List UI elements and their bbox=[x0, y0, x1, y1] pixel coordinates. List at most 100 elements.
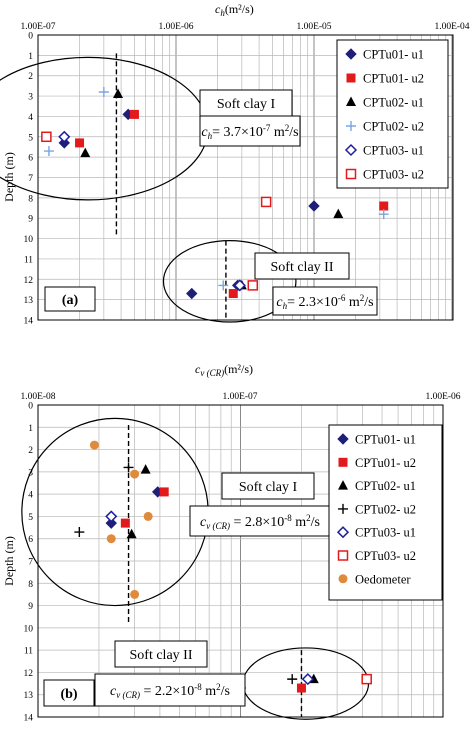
data-point-cptu01-u1 bbox=[308, 200, 320, 212]
x-tick-label: 1.00E-06 bbox=[425, 392, 460, 402]
panel-label-a: (a) bbox=[62, 293, 79, 308]
legend-b: CPTu01- u1 CPTu01- u2 CPTu02- u1 CPTu02- u2… bbox=[328, 424, 443, 601]
x-axis-title-a: ch(m²/s) bbox=[215, 2, 254, 18]
data-point-cptu03-u2 bbox=[260, 196, 272, 208]
y-axis-title-a: Depth (m) bbox=[2, 152, 16, 202]
annotation-box bbox=[254, 252, 350, 280]
y-tick-label: 2 bbox=[28, 72, 33, 82]
annotation-soft-clay-1: Soft clay I bbox=[217, 97, 276, 112]
y-tick-label: 10 bbox=[24, 235, 34, 245]
y-tick-label: 4 bbox=[28, 491, 33, 501]
annotation-box bbox=[221, 472, 315, 500]
y-tick-label: 8 bbox=[28, 194, 33, 204]
annotation-soft-clay-2: Soft clay II bbox=[271, 260, 334, 275]
y-tick-label: 1 bbox=[28, 424, 33, 434]
y-tick-label: 13 bbox=[24, 296, 34, 306]
data-point-cptu01-u1 bbox=[186, 287, 198, 300]
legend-label: CPTu03- u1 bbox=[355, 526, 416, 540]
legend-marker bbox=[345, 48, 357, 60]
data-point-cptu02-u2 bbox=[218, 280, 229, 291]
data-point-cptu02-u1 bbox=[126, 528, 137, 539]
y-tick-label: 12 bbox=[24, 276, 34, 286]
legend-frame bbox=[336, 39, 449, 189]
x-axis-title-b: cv (CR)(m²/s) bbox=[195, 362, 253, 378]
y-tick-label: 13 bbox=[24, 691, 34, 701]
annotation-box bbox=[199, 89, 293, 117]
data-point-cptu02-u2 bbox=[287, 674, 298, 685]
data-point-oedometer bbox=[130, 469, 140, 479]
data-point-cptu01-u1 bbox=[105, 517, 117, 529]
annotation-formula: ch= 3.7×10-7 m2/s bbox=[201, 123, 298, 141]
legend-label: CPTu01- u2 bbox=[355, 456, 416, 470]
y-tick-label: 8 bbox=[28, 580, 33, 590]
legend-label: CPTu01- u2 bbox=[363, 72, 424, 86]
data-point-cptu01-u2 bbox=[75, 138, 85, 148]
x-tick-labels-a: 1.00E-07 1.00E-06 1.00E-05 1.00E-04 bbox=[20, 22, 469, 32]
y-axis-title-b: Depth (m) bbox=[2, 536, 16, 586]
data-point-cptu02-u2 bbox=[123, 462, 134, 473]
y-tick-label: 2 bbox=[28, 446, 33, 456]
legend-label: CPTu02- u1 bbox=[355, 479, 416, 493]
data-point-cptu03-u1 bbox=[233, 279, 246, 292]
legend-marker bbox=[338, 457, 348, 467]
data-point-cptu01-u2 bbox=[159, 487, 169, 497]
annotation-box bbox=[114, 640, 208, 668]
data-point-oedometer bbox=[130, 589, 140, 599]
x-tick-label: 1.00E-08 bbox=[20, 392, 55, 402]
y-tick-label: 0 bbox=[28, 32, 33, 42]
legend-marker bbox=[345, 168, 357, 180]
data-point-cptu02-u1 bbox=[113, 88, 124, 99]
highlight-ellipse bbox=[21, 417, 209, 607]
y-tick-label: 9 bbox=[28, 602, 33, 612]
legend-marker bbox=[337, 433, 349, 445]
annotation-formula: ch= 2.3×10-6 m2/s bbox=[276, 293, 373, 311]
x-tick-label: 1.00E-07 bbox=[20, 22, 55, 32]
annotation-box bbox=[272, 286, 378, 316]
data-points-a bbox=[41, 87, 389, 300]
highlight-ellipse bbox=[162, 240, 297, 323]
data-point-cptu03-u1 bbox=[301, 673, 314, 686]
data-point-cptu01-u2 bbox=[129, 109, 139, 119]
y-tick-label: 0 bbox=[28, 402, 33, 412]
legend-frame bbox=[328, 424, 443, 601]
y-tick-label: 11 bbox=[24, 255, 33, 265]
data-point-cptu02-u2 bbox=[74, 527, 85, 538]
panel-b: cv (CR)(m²/s) 1.00E-08 1.00E-07 1.00E-06… bbox=[2, 362, 461, 724]
data-point-cptu03-u1 bbox=[105, 510, 118, 523]
data-point-cptu02-u2 bbox=[378, 209, 389, 220]
data-point-cptu01-u2 bbox=[379, 201, 389, 211]
data-point-cptu01-u2 bbox=[228, 289, 238, 299]
x-tick-label: 1.00E-07 bbox=[222, 392, 257, 402]
panel-label-b: (b) bbox=[60, 687, 77, 702]
y-tick-label: 6 bbox=[28, 535, 33, 545]
x-tick-labels-b: 1.00E-08 1.00E-07 1.00E-06 bbox=[20, 392, 460, 402]
y-tick-label: 5 bbox=[28, 513, 33, 523]
y-tick-label: 14 bbox=[24, 714, 34, 724]
annotation-soft-clay-1: Soft clay I bbox=[239, 480, 298, 495]
data-point-cptu02-u2 bbox=[98, 87, 109, 97]
legend-label: CPTu02- u1 bbox=[363, 96, 424, 110]
legend-marker bbox=[346, 96, 356, 106]
legend-marker bbox=[346, 121, 356, 131]
y-tick-label: 10 bbox=[24, 624, 34, 634]
data-point-oedometer bbox=[106, 534, 116, 544]
legend-label: CPTu01- u1 bbox=[363, 48, 424, 62]
legend-marker bbox=[337, 550, 349, 561]
y-tick-label: 3 bbox=[28, 93, 33, 103]
legend-label: CPTu03- u2 bbox=[363, 168, 424, 182]
y-tick-label: 12 bbox=[24, 669, 34, 679]
x-tick-label: 1.00E-04 bbox=[434, 22, 469, 32]
data-point-cptu02-u1 bbox=[140, 464, 151, 474]
data-point-cptu03-u2 bbox=[41, 131, 52, 143]
y-tick-label: 1 bbox=[28, 52, 33, 62]
legend-a: CPTu01- u1 CPTu01- u2 CPTu02- u1 CPTu02- u2… bbox=[336, 39, 449, 189]
data-point-oedometer bbox=[143, 511, 153, 521]
legend-marker bbox=[344, 143, 358, 157]
x-tick-label: 1.00E-05 bbox=[296, 22, 331, 32]
x-tick-label: 1.00E-06 bbox=[158, 22, 193, 32]
data-point-cptu03-u2 bbox=[247, 280, 259, 291]
legend-label: CPTu01- u1 bbox=[355, 433, 416, 447]
